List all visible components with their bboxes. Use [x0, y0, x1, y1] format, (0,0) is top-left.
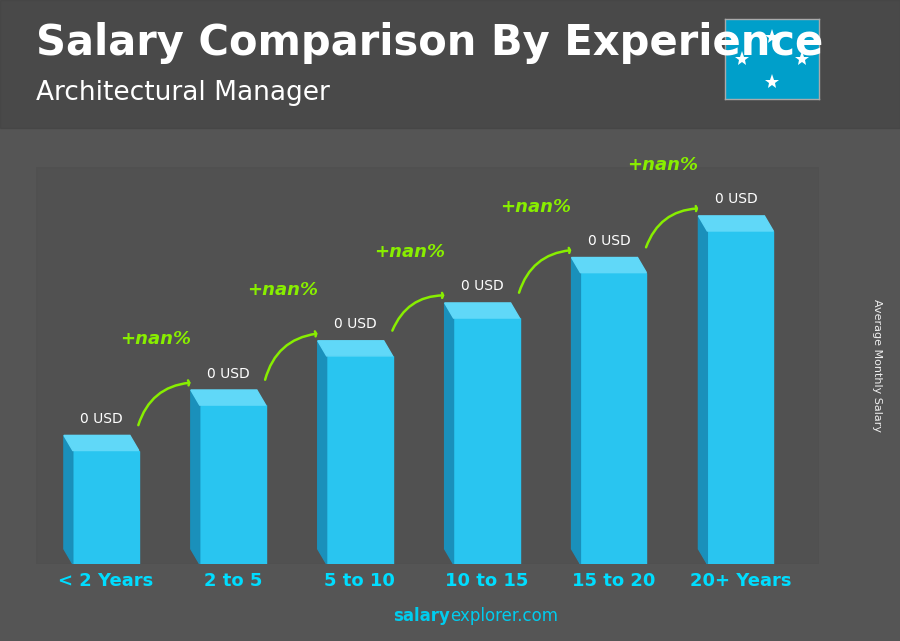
- Polygon shape: [572, 258, 580, 564]
- Text: +nan%: +nan%: [500, 198, 572, 216]
- Text: explorer.com: explorer.com: [450, 607, 558, 625]
- Polygon shape: [191, 390, 266, 405]
- Polygon shape: [698, 216, 707, 564]
- Polygon shape: [64, 435, 139, 451]
- Polygon shape: [318, 341, 327, 564]
- Text: 0 USD: 0 USD: [80, 412, 122, 426]
- Text: 0 USD: 0 USD: [207, 367, 249, 381]
- Bar: [580, 272, 646, 564]
- Polygon shape: [445, 303, 454, 564]
- Text: +nan%: +nan%: [120, 330, 191, 348]
- Polygon shape: [445, 303, 519, 318]
- Text: salary: salary: [393, 607, 450, 625]
- Polygon shape: [318, 341, 392, 356]
- Text: 0 USD: 0 USD: [334, 317, 376, 331]
- Text: +nan%: +nan%: [247, 281, 318, 299]
- Bar: [36, 167, 819, 564]
- Bar: [327, 356, 392, 564]
- Bar: [73, 451, 139, 564]
- Bar: [454, 318, 519, 564]
- Polygon shape: [572, 258, 646, 272]
- Bar: [707, 231, 773, 564]
- Text: 0 USD: 0 USD: [461, 279, 503, 294]
- Text: +nan%: +nan%: [627, 156, 698, 174]
- Polygon shape: [698, 216, 773, 231]
- Text: Salary Comparison By Experience: Salary Comparison By Experience: [36, 22, 824, 65]
- Text: 0 USD: 0 USD: [715, 192, 757, 206]
- Text: +nan%: +nan%: [374, 244, 445, 262]
- Text: 0 USD: 0 USD: [588, 234, 630, 248]
- Polygon shape: [64, 435, 73, 564]
- Text: Average Monthly Salary: Average Monthly Salary: [872, 299, 883, 432]
- Text: Architectural Manager: Architectural Manager: [36, 80, 330, 106]
- Polygon shape: [191, 390, 200, 564]
- Bar: [200, 405, 266, 564]
